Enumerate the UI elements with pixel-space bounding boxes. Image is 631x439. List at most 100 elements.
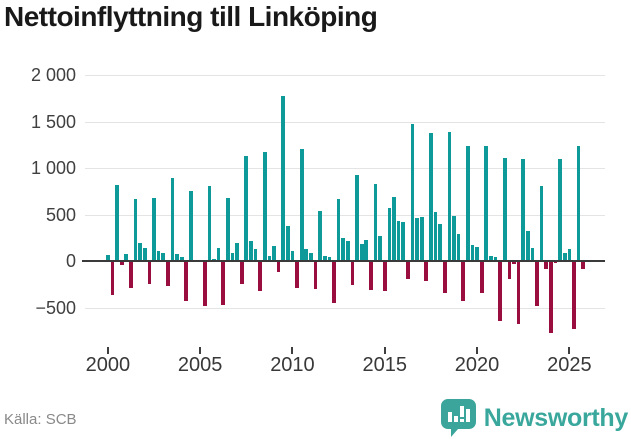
bar-2023-q3 bbox=[539, 185, 544, 261]
bar-2018-q3 bbox=[447, 132, 452, 261]
bar-2019-q3 bbox=[465, 146, 470, 261]
bar-2025-q2 bbox=[572, 262, 576, 330]
bar-2013-q3 bbox=[355, 174, 359, 261]
bar-2020-q2 bbox=[479, 262, 484, 293]
bar-2006-q1 bbox=[216, 248, 221, 261]
bar-2023-q2 bbox=[535, 262, 539, 306]
bar-2003-q4 bbox=[175, 254, 179, 261]
bar-2009-q3 bbox=[281, 96, 286, 261]
bar-2007-q2 bbox=[239, 262, 244, 285]
bar-2010-q3 bbox=[299, 149, 304, 261]
bar-2014-q3 bbox=[373, 183, 378, 261]
bar-2017-q2 bbox=[424, 262, 429, 281]
bar-2018-q2 bbox=[442, 262, 447, 293]
bar-2010-q1 bbox=[290, 251, 295, 261]
gridline-500 bbox=[85, 214, 605, 216]
newsworthy-wordmark: Newsworthy bbox=[483, 403, 629, 432]
bar-2013-q1 bbox=[345, 241, 350, 261]
bar-2008-q4 bbox=[267, 255, 272, 261]
bar-2022-q1 bbox=[512, 262, 516, 265]
bar-2004-q2 bbox=[184, 262, 189, 301]
bar-2015-q4 bbox=[396, 221, 401, 261]
bar-2023-q1 bbox=[530, 247, 535, 261]
bar-2000-q4 bbox=[119, 262, 124, 266]
bar-2004-q3 bbox=[189, 191, 193, 261]
bar-2016-q3 bbox=[410, 123, 415, 261]
x-tick-2000 bbox=[106, 347, 109, 354]
bar-2023-q4 bbox=[544, 262, 549, 270]
bar-2002-q4 bbox=[156, 251, 161, 261]
bar-2025-q1 bbox=[567, 249, 572, 261]
source-note: Källa: SCB bbox=[4, 411, 77, 428]
chart-title: Nettoinflyttning till Linköping bbox=[4, 1, 378, 32]
bar-2010-q2 bbox=[295, 262, 299, 288]
bar-2001-q4 bbox=[138, 243, 142, 261]
bar-2013-q2 bbox=[350, 262, 355, 285]
bar-2017-q4 bbox=[433, 211, 438, 261]
bar-2012-q4 bbox=[341, 237, 346, 261]
bar-2012-q1 bbox=[327, 257, 332, 261]
bar-2003-q2 bbox=[165, 262, 170, 286]
y-axis-label-1000: 1 000 bbox=[30, 158, 76, 178]
gridline-2000 bbox=[85, 75, 605, 76]
bar-2021-q1 bbox=[493, 257, 498, 261]
bar-2021-q3 bbox=[502, 158, 507, 261]
bar-2021-q2 bbox=[498, 262, 502, 321]
x-tick-2015 bbox=[383, 347, 386, 354]
gridline-1500 bbox=[85, 121, 605, 123]
bar-2011-q3 bbox=[318, 211, 322, 261]
bar-2019-q1 bbox=[456, 234, 461, 261]
bar-2010-q4 bbox=[304, 248, 309, 261]
bar-2019-q2 bbox=[461, 262, 466, 301]
bar-2003-q3 bbox=[170, 177, 175, 261]
bar-2006-q3 bbox=[225, 197, 230, 261]
bar-2003-q1 bbox=[161, 253, 166, 261]
gridline-1000 bbox=[85, 168, 605, 169]
bar-2001-q1 bbox=[124, 254, 129, 261]
bar-2005-q3 bbox=[207, 185, 212, 261]
bar-2015-q2 bbox=[387, 207, 392, 261]
x-tick-2005 bbox=[199, 347, 202, 354]
x-axis-label-2020: 2020 bbox=[454, 354, 500, 376]
bar-2018-q4 bbox=[452, 215, 456, 261]
bar-2004-q1 bbox=[179, 256, 184, 261]
x-tick-2010 bbox=[291, 347, 294, 354]
bar-2014-q1 bbox=[364, 240, 369, 261]
bar-2014-q4 bbox=[378, 235, 382, 261]
bar-2020-q3 bbox=[484, 146, 489, 261]
bar-2008-q1 bbox=[253, 249, 258, 261]
bar-2022-q2 bbox=[516, 262, 521, 325]
bar-2024-q2 bbox=[553, 262, 558, 264]
bar-2009-q4 bbox=[285, 225, 290, 261]
x-tick-2025 bbox=[568, 347, 571, 354]
x-axis-label-2010: 2010 bbox=[270, 354, 315, 376]
bar-2013-q4 bbox=[359, 244, 364, 261]
bar-2020-q1 bbox=[475, 246, 479, 261]
bar-2012-q2 bbox=[332, 262, 336, 303]
bar-2005-q2 bbox=[202, 262, 207, 306]
bar-2007-q4 bbox=[249, 241, 253, 261]
bar-2025-q4 bbox=[581, 262, 586, 270]
bar-2001-q3 bbox=[133, 198, 138, 261]
bar-2019-q4 bbox=[470, 245, 475, 261]
bar-2016-q2 bbox=[405, 262, 410, 280]
bar-2017-q1 bbox=[419, 217, 424, 261]
bar-2007-q1 bbox=[235, 242, 239, 261]
zero-line bbox=[82, 260, 605, 262]
bar-2014-q2 bbox=[369, 262, 373, 290]
bar-2015-q1 bbox=[382, 262, 387, 292]
bar-2009-q1 bbox=[272, 246, 276, 261]
bar-2011-q2 bbox=[313, 262, 318, 289]
y-axis-label--500: −500 bbox=[35, 297, 76, 318]
bar-2016-q1 bbox=[401, 221, 406, 261]
x-axis-label-2000: 2000 bbox=[85, 354, 131, 376]
bar-2009-q2 bbox=[276, 262, 281, 272]
bar-2024-q1 bbox=[549, 262, 553, 333]
bar-2000-q1 bbox=[106, 255, 110, 261]
bar-2025-q3 bbox=[576, 145, 581, 261]
bar-2022-q4 bbox=[525, 231, 530, 261]
bar-2008-q3 bbox=[262, 152, 267, 261]
bar-2001-q2 bbox=[129, 262, 133, 288]
bar-2016-q4 bbox=[415, 218, 419, 261]
